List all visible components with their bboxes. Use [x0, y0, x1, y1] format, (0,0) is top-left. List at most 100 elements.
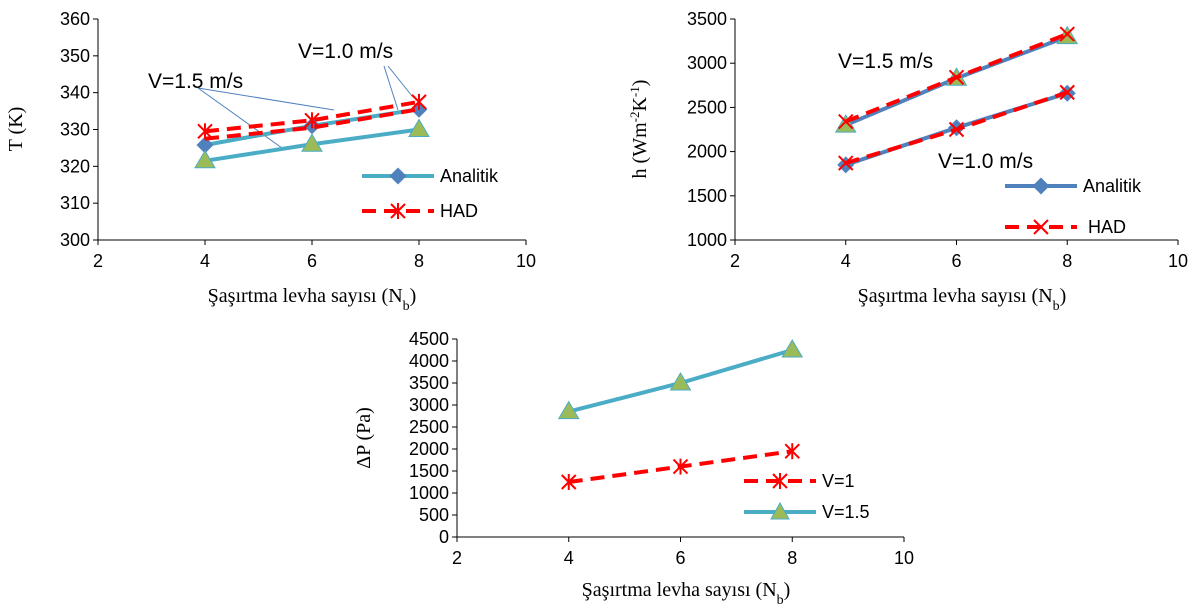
- y-tick-label: 2000: [409, 439, 449, 459]
- series-line-1: [204, 99, 420, 134]
- legend-v1-marker: [772, 473, 788, 489]
- series-layer: [194, 93, 430, 169]
- data-point-s0-1: [672, 458, 689, 475]
- x-tick-labels: 2 4 6 8 10: [730, 240, 1188, 271]
- y-tick-label: 2500: [687, 97, 727, 117]
- data-point-s1-2: [411, 93, 427, 110]
- y-tick-label: 2000: [687, 142, 727, 162]
- y-tick-label: 310: [60, 193, 90, 213]
- legend-had-label: HAD: [1088, 217, 1126, 237]
- data-point-s0-0: [837, 156, 855, 174]
- y-tick-label: 300: [60, 230, 90, 250]
- y-tick-label: 350: [60, 46, 90, 66]
- x-axis-title: Şaşırtma levha sayısı (Nb): [208, 285, 417, 314]
- data-point-s1-0: [197, 123, 213, 140]
- y-tick-label: 3500: [409, 373, 449, 393]
- y-tick-label: 320: [60, 156, 90, 176]
- x-tick-labels: 2 4 6 8 10: [93, 240, 536, 271]
- annotation-leaders: [197, 65, 413, 149]
- data-point-s2-1: [301, 133, 323, 152]
- legend-analitik-label: Analitik: [440, 166, 499, 186]
- x-tick-label: 4: [564, 548, 574, 568]
- legend-had-label: HAD: [440, 201, 478, 221]
- legend-v15-marker: [770, 501, 790, 520]
- annotation-v15: V=1.5 m/s: [148, 70, 243, 93]
- x-tick-label: 10: [894, 548, 914, 568]
- y-tick-label: 340: [60, 83, 90, 103]
- legend: Analitik HAD: [362, 166, 499, 221]
- y-axis-title: ΔP (Pa): [353, 407, 375, 469]
- x-tick-label: 4: [841, 251, 851, 271]
- chart-pressure-drop: 2 4 6 8 10 050010001500200025003000350040004…: [353, 329, 914, 604]
- x-tick-label: 10: [516, 251, 536, 271]
- x-tick-label: 2: [93, 251, 103, 271]
- annotation-v10: V=1.0 m/s: [938, 150, 1033, 173]
- x-tick-label: 2: [730, 251, 740, 271]
- legend-analitik-marker: [389, 167, 407, 185]
- data-point-s2-0: [194, 149, 216, 169]
- y-tick-label: 0: [439, 527, 449, 547]
- data-point-s2-2: [408, 118, 430, 137]
- y-axis-title: h (Wm-2K-1): [627, 80, 652, 179]
- x-tick-label: 10: [1168, 251, 1188, 271]
- series-layer: [557, 339, 804, 490]
- y-tick-label: 3000: [409, 395, 449, 415]
- legend-had-marker: [1033, 219, 1049, 235]
- data-point-s1-2: [781, 339, 804, 358]
- y-tick-label: 500: [419, 505, 449, 525]
- data-point-s1-2: [1059, 84, 1075, 101]
- chart-temperature: 2 4 6 8 10 300 310 320 330 340 350 360 Şaşırtma le…: [5, 9, 536, 314]
- x-tick-label: 8: [1062, 251, 1072, 271]
- annotation-v10: V=1.0 m/s: [298, 40, 393, 63]
- legend-had-marker: [390, 203, 406, 219]
- x-tick-label: 6: [307, 251, 317, 271]
- chart-heat-transfer-coefficient: 2 4 6 8 10 1000 1500 2000 2500 3000 3500 Şaşırtma…: [627, 9, 1189, 314]
- x-tick-label: 4: [200, 251, 210, 271]
- y-tick-label: 330: [60, 120, 90, 140]
- y-tick-label: 4500: [409, 329, 449, 349]
- data-point-s1-0: [838, 155, 854, 171]
- x-tick-labels: 2 4 6 8 10: [452, 537, 914, 568]
- data-point-s1-1: [669, 372, 692, 391]
- series-line-3: [204, 107, 420, 141]
- data-point-s1-1: [948, 121, 965, 138]
- x-tick-label: 8: [414, 251, 424, 271]
- leader-line: [197, 87, 283, 149]
- x-axis-title: Şaşırtma levha sayısı (Nb): [858, 285, 1067, 314]
- data-point-s0-0: [561, 474, 577, 490]
- legend: Analitik HAD: [1005, 176, 1142, 237]
- y-tick-label: 360: [60, 9, 90, 29]
- series-layer: [834, 25, 1079, 174]
- legend-analitik-marker: [1032, 177, 1050, 195]
- legend: V=1 V=1.5: [744, 471, 870, 522]
- y-tick-label: 2500: [409, 417, 449, 437]
- leader-line: [383, 65, 399, 111]
- leader-line: [387, 65, 413, 97]
- data-point-s0-2: [784, 443, 800, 460]
- y-axis-title: T (K): [5, 107, 27, 152]
- x-tick-label: 6: [675, 548, 685, 568]
- x-tick-label: 8: [787, 548, 797, 568]
- data-point-s3-0: [838, 113, 854, 130]
- y-tick-label: 3500: [687, 9, 727, 29]
- y-tick-label: 1000: [409, 483, 449, 503]
- y-tick-label: 4000: [409, 351, 449, 371]
- y-tick-labels: 300 310 320 330 340 350 360: [60, 9, 98, 250]
- legend-v1-label: V=1: [822, 471, 855, 491]
- y-tick-label: 1000: [687, 230, 727, 250]
- y-tick-labels: 1000 1500 2000 2500 3000 3500: [687, 9, 735, 250]
- data-point-s3-2: [1059, 26, 1075, 42]
- annotation-v15: V=1.5 m/s: [838, 50, 933, 73]
- x-tick-label: 2: [452, 548, 462, 568]
- leader-line: [197, 87, 335, 111]
- data-point-s3-1: [948, 69, 965, 86]
- y-tick-label: 3000: [687, 53, 727, 73]
- y-tick-label: 1500: [409, 461, 449, 481]
- legend-v15-label: V=1.5: [822, 502, 870, 522]
- x-axis-title: Şaşırtma levha sayısı (Nb): [582, 579, 791, 604]
- legend-analitik-label: Analitik: [1083, 176, 1142, 196]
- data-point-s1-0: [557, 400, 580, 420]
- data-point-s0-0: [196, 136, 214, 154]
